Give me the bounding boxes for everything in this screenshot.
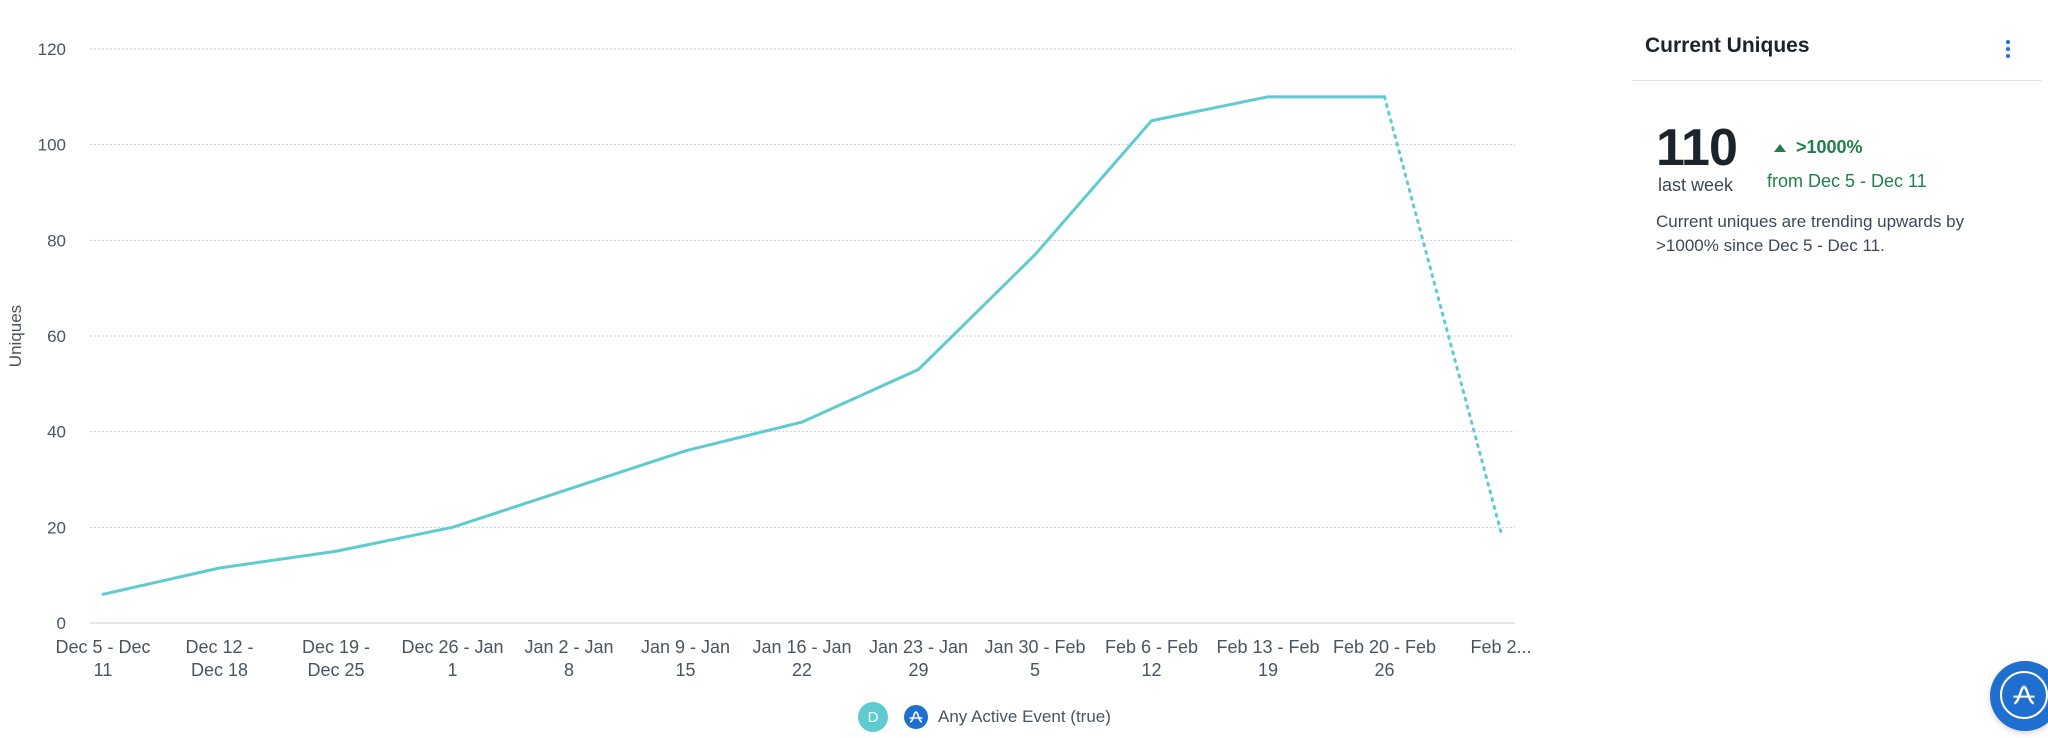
series-line bbox=[101, 95, 1386, 596]
uniques-chart: 0 20 40 60 80 100 120 Uniques Dec 5 - Dec 11 Dec 1… bbox=[6, 40, 1532, 680]
x-tick-label: Jan 16 - Jan 22 bbox=[752, 637, 851, 680]
metric-change: >1000% bbox=[1774, 137, 1863, 158]
amplitude-logo-icon bbox=[2000, 671, 2048, 719]
x-tick-label: Dec 12 -Dec 18 bbox=[185, 637, 253, 680]
metric-change-value: >1000% bbox=[1796, 137, 1863, 157]
x-tick-label: Feb 20 - Feb 26 bbox=[1333, 637, 1436, 680]
x-tick-label: Jan 23 - Jan 29 bbox=[869, 637, 968, 680]
y-tick-label: 0 bbox=[57, 614, 66, 633]
trend-up-arrow-icon bbox=[1774, 143, 1786, 152]
x-tick-label: Dec 19 -Dec 25 bbox=[302, 637, 370, 680]
series-incomplete-segment bbox=[1383, 95, 1503, 534]
current-uniques-panel: Current Uniques 110 last week >1000% fro… bbox=[1632, 0, 2042, 738]
chart-legend: D Any Active Event (true) bbox=[858, 702, 1111, 732]
legend-event-label[interactable]: Any Active Event (true) bbox=[938, 707, 1111, 726]
x-tick-label: Jan 2 - Jan 8 bbox=[524, 637, 613, 680]
x-tick-label: Feb 13 - Feb 19 bbox=[1216, 637, 1319, 680]
x-tick-label: Feb 2... bbox=[1470, 637, 1531, 657]
kebab-menu-icon[interactable] bbox=[2003, 38, 2013, 60]
x-tick-label: Jan 30 - Feb 5 bbox=[984, 637, 1085, 680]
y-axis-title: Uniques bbox=[6, 305, 25, 367]
y-tick-label: 20 bbox=[47, 518, 66, 537]
x-tick-label: Jan 9 - Jan 15 bbox=[641, 637, 730, 680]
metric-value: 110 bbox=[1656, 119, 1738, 177]
x-tick-label: Dec 26 - Jan 1 bbox=[401, 637, 503, 680]
y-tick-label: 100 bbox=[38, 136, 66, 155]
segment-badge-letter: D bbox=[867, 708, 879, 726]
help-launcher-button[interactable] bbox=[1990, 661, 2048, 731]
amplitude-logo-icon bbox=[904, 705, 928, 729]
y-tick-label: 120 bbox=[38, 40, 66, 59]
y-tick-label: 80 bbox=[47, 231, 66, 250]
x-tick-label: Feb 6 - Feb 12 bbox=[1105, 637, 1198, 680]
metric-summary: Current uniques are trending upwards by … bbox=[1656, 212, 1965, 255]
panel-divider bbox=[1632, 80, 2042, 81]
metric-period-label: last week bbox=[1658, 175, 1734, 195]
segment-badge[interactable]: D bbox=[858, 702, 888, 732]
chart-svg: 0 20 40 60 80 100 120 Uniques Dec 5 - Dec 11 Dec 1… bbox=[6, 40, 1532, 680]
panel-title: Current Uniques bbox=[1645, 34, 1810, 57]
x-tick-label: Dec 5 - Dec 11 bbox=[55, 637, 150, 680]
metric-compare-label: from Dec 5 - Dec 11 bbox=[1767, 171, 1927, 191]
y-tick-label: 40 bbox=[47, 423, 66, 442]
y-tick-label: 60 bbox=[47, 327, 66, 346]
